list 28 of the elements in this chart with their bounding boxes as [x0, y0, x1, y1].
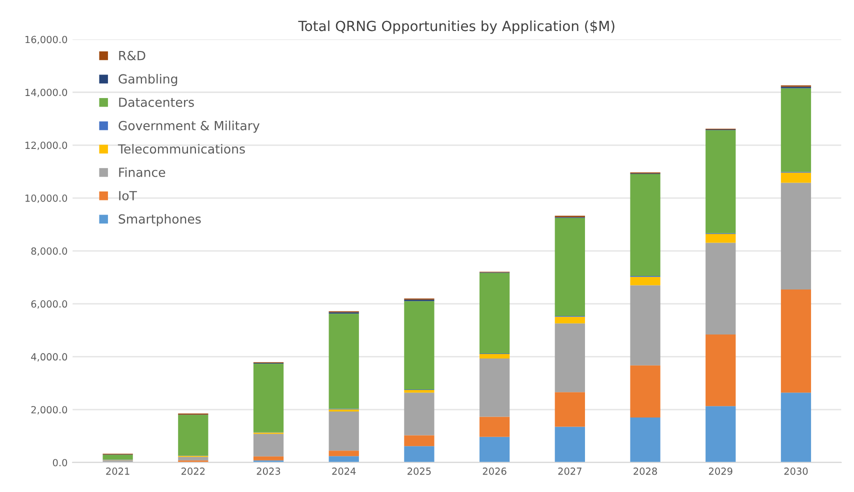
legend-label: IoT — [119, 191, 137, 200]
legend-label: R&D — [119, 50, 146, 60]
y-tick-label: 10,000.0 — [26, 194, 68, 203]
x-tick-label: 2030 — [784, 468, 808, 475]
x-tick-label: 2027 — [558, 468, 582, 475]
legend-label: Smartphones — [118, 214, 201, 226]
y-tick-label: 4,000.0 — [31, 353, 68, 362]
legend-label: Finance — [119, 167, 166, 178]
y-tick-label: 6,000.0 — [31, 300, 68, 309]
x-tick-label: 2021 — [106, 468, 130, 475]
y-tick-label: 12,000.0 — [26, 142, 68, 150]
x-tick-label: 2022 — [181, 468, 205, 475]
legend-label: Telecommunications — [118, 144, 245, 154]
legend-label: Gambling — [118, 74, 178, 86]
x-tick-label: 2029 — [708, 468, 732, 475]
x-tick-label: 2024 — [332, 468, 356, 475]
y-tick-label: 8,000.0 — [31, 247, 68, 256]
x-tick-label: 2026 — [482, 468, 506, 475]
legend-label: Datacenters — [119, 98, 194, 107]
y-tick-label: 0.0 — [52, 458, 68, 466]
chart-title: Total QRNG Opportunities by Application ($M) — [298, 20, 614, 34]
legend-label: Government & Military — [118, 120, 260, 133]
y-tick-label: 2,000.0 — [31, 406, 68, 414]
x-tick-label: 2025 — [408, 468, 431, 475]
y-tick-label: 16,000.0 — [26, 36, 68, 44]
x-tick-label: 2028 — [634, 468, 657, 475]
x-tick-label: 2023 — [256, 468, 280, 475]
y-tick-label: 14,000.0 — [26, 88, 68, 98]
